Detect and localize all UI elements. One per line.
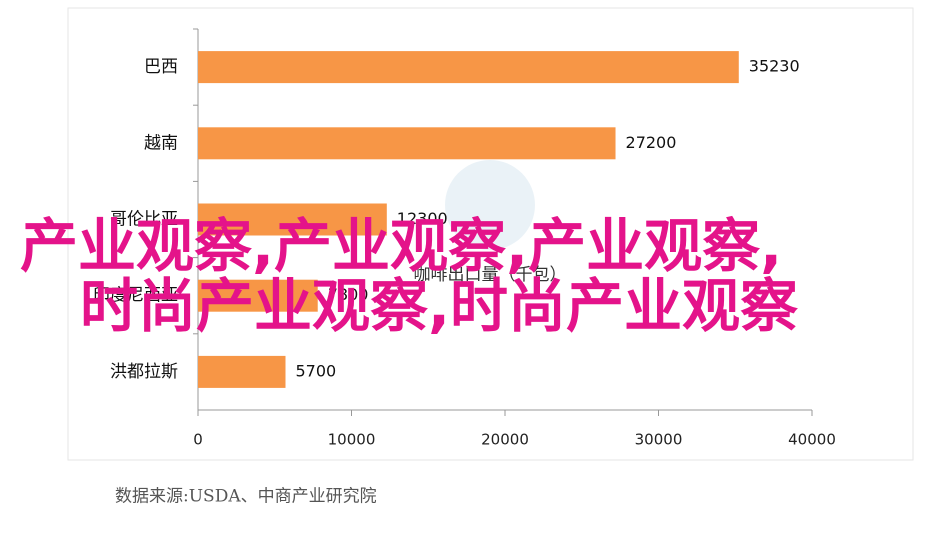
watermark-text: 产业观察,产业观察,产业观察, (20, 212, 782, 280)
x-tick-label: 10000 (328, 431, 376, 449)
x-tick-label: 30000 (635, 431, 683, 449)
value-label: 27200 (626, 133, 677, 152)
watermark-logo (445, 160, 535, 250)
chart-frame (67, 7, 914, 461)
value-label: 5700 (295, 361, 336, 380)
y-tick-label: 洪都拉斯 (110, 362, 178, 382)
bar (198, 355, 286, 388)
x-tick-label: 20000 (481, 431, 529, 449)
value-label: 12300 (397, 209, 448, 228)
y-tick-label: 印度尼西亚 (93, 286, 178, 306)
plot-area: 0 10000 20000 30000 40000 巴西 35230 越南 27200 哥伦比亚 1… (93, 28, 836, 449)
bar (198, 203, 387, 236)
watermark-text: 时尚产业观察,时尚产业观察 (80, 272, 798, 340)
bar (198, 279, 318, 312)
bar (198, 127, 616, 160)
chart-subtitle: 咖啡出口量（千包） (414, 265, 567, 285)
y-tick-label: 越南 (144, 133, 178, 153)
y-tick-label: 巴西 (144, 57, 178, 77)
source-note: 数据来源:USDA、中商产业研究院 (115, 487, 377, 507)
bar (198, 51, 739, 84)
x-tick-label: 40000 (788, 431, 836, 449)
x-tick-label: 0 (193, 431, 203, 449)
y-tick-label: 哥伦比亚 (110, 210, 178, 230)
value-label: 35230 (749, 57, 800, 76)
value-label: 7800 (328, 285, 369, 304)
